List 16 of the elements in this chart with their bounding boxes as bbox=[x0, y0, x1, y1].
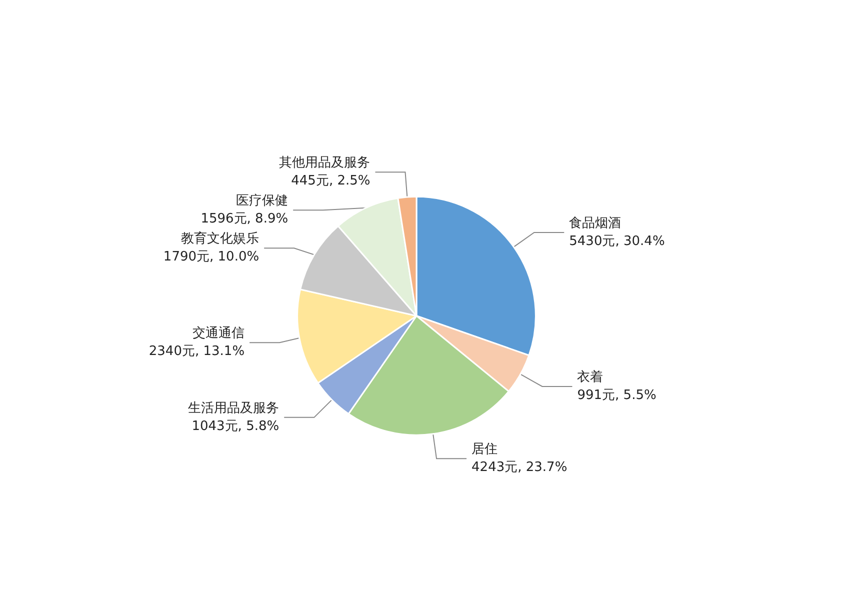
data-label: 5430元, 30.4% bbox=[569, 234, 665, 249]
slice-label: 医疗保健 bbox=[236, 194, 288, 209]
data-label: 991元, 5.5% bbox=[577, 388, 656, 403]
slice-label: 衣着 bbox=[577, 368, 604, 385]
data-label: 1043元, 5.8% bbox=[192, 418, 280, 434]
data-label: 1790元, 10.0% bbox=[163, 250, 260, 265]
data-label: 1596元, 8.9% bbox=[200, 212, 288, 227]
slice-label: 生活用品及服务 bbox=[188, 400, 280, 416]
data-label: 4243元, 23.7% bbox=[472, 460, 568, 476]
slice-label: 食品烟酒 bbox=[569, 216, 622, 231]
slice-label: 其他用品及服务 bbox=[279, 156, 370, 171]
slice-label: 教育文化娱乐 bbox=[181, 230, 260, 247]
data-label: 445元, 2.5% bbox=[291, 174, 370, 189]
slice-label: 交通通信 bbox=[192, 325, 245, 342]
slice-label: 居住 bbox=[472, 442, 498, 458]
data-label: 2340元, 13.1% bbox=[148, 344, 245, 360]
